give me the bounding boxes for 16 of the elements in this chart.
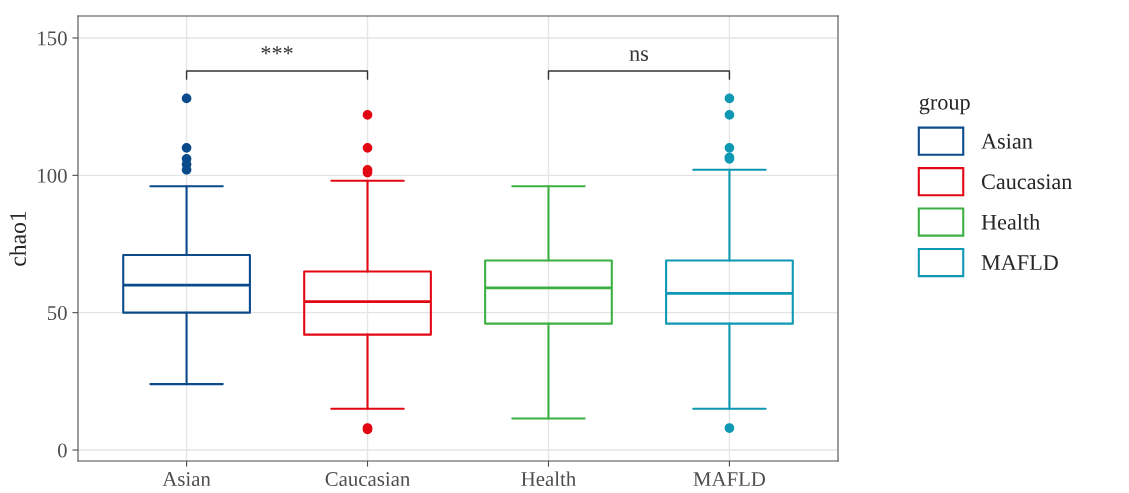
x-tick-label: Health xyxy=(521,471,576,487)
y-axis-title: chao1 xyxy=(9,211,26,266)
legend-label: Asian xyxy=(981,133,1033,149)
x-tick-label: MAFLD xyxy=(693,472,766,486)
annotation: *** xyxy=(261,46,293,55)
y-tick-label: 50 xyxy=(47,306,67,321)
x-tick-label: Asian xyxy=(162,472,211,487)
legend-label: Health xyxy=(981,214,1040,230)
legend-label: Caucasian xyxy=(981,174,1072,190)
legend-label: MAFLD xyxy=(981,255,1058,270)
y-tick-label: 100 xyxy=(38,168,67,183)
y-tick-label: 0 xyxy=(57,443,67,458)
annotation: ns xyxy=(629,50,649,61)
y-tick-label: 150 xyxy=(38,31,67,46)
legend-title: group xyxy=(919,98,970,115)
x-tick-label: Caucasian xyxy=(325,472,411,487)
